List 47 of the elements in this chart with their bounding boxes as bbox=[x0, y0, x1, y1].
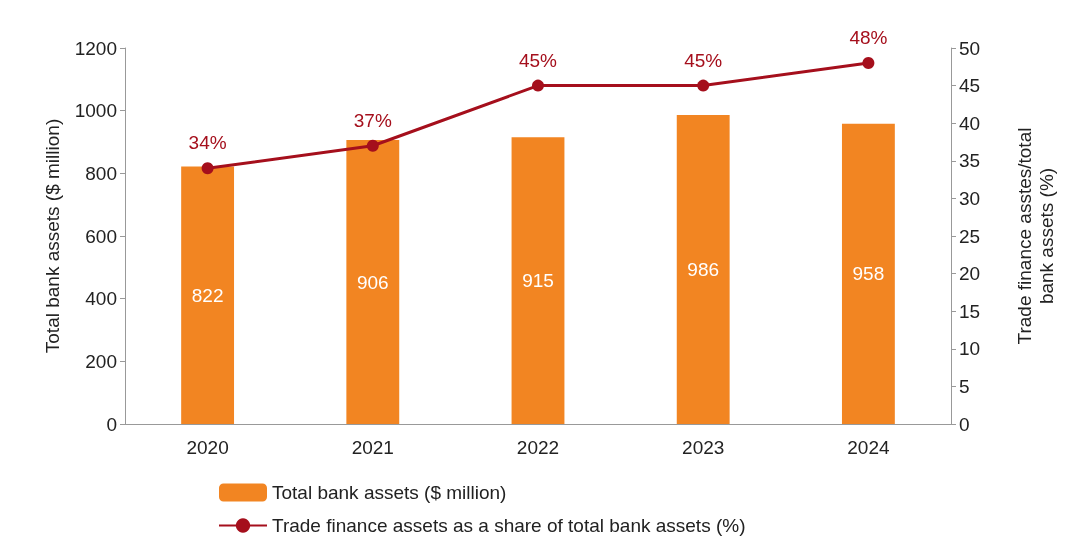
data-label: 958 bbox=[852, 263, 885, 285]
data-label: 37% bbox=[353, 109, 392, 131]
bar bbox=[346, 140, 400, 424]
legend-label: Trade finance assets as a share of total bank assets (%) bbox=[272, 515, 746, 536]
bar bbox=[841, 123, 895, 424]
y-tick-label: 800 bbox=[85, 162, 117, 184]
y2-tick-label: 35 bbox=[959, 150, 981, 172]
bar bbox=[181, 166, 235, 424]
point bbox=[532, 79, 544, 92]
y2-tick-label: 45 bbox=[959, 75, 981, 97]
x-tick-label: 2020 bbox=[186, 437, 229, 458]
y-tick-label: 1000 bbox=[74, 100, 117, 122]
y-tick-label: 200 bbox=[85, 350, 117, 372]
bar bbox=[511, 137, 565, 424]
data-label: 48% bbox=[849, 27, 888, 49]
x-tick-label: 2021 bbox=[351, 437, 394, 458]
y-tick-label: 600 bbox=[85, 225, 117, 247]
data-label: 906 bbox=[356, 271, 389, 293]
data-label: 986 bbox=[687, 259, 720, 281]
y2-tick-label: 40 bbox=[959, 112, 981, 134]
bar bbox=[676, 115, 730, 424]
y2-tick-label: 15 bbox=[959, 300, 981, 322]
point bbox=[862, 57, 875, 70]
y2-tick-label: 50 bbox=[959, 37, 981, 59]
x-tick-label: 2022 bbox=[516, 437, 560, 458]
y-axis-title: Total bank assets ($ million) bbox=[41, 118, 63, 354]
data-label: 822 bbox=[191, 284, 224, 306]
legend-label: Total bank assets ($ million) bbox=[272, 482, 507, 503]
y2-tick-label: 5 bbox=[959, 375, 970, 397]
y2-tick-label: 0 bbox=[959, 413, 970, 435]
y-tick-label: 400 bbox=[85, 288, 117, 310]
x-tick-label: 2024 bbox=[847, 437, 890, 458]
data-label: 45% bbox=[684, 49, 723, 71]
y2-tick-label: 20 bbox=[959, 263, 981, 285]
point bbox=[201, 162, 214, 175]
data-label: 45% bbox=[518, 49, 558, 71]
y-tick-label: 1200 bbox=[74, 37, 117, 59]
y-tick-label: 0 bbox=[106, 413, 117, 435]
y2-tick-label: 10 bbox=[959, 338, 981, 360]
data-label: 34% bbox=[188, 132, 227, 154]
point bbox=[697, 79, 710, 92]
x-tick-label: 2023 bbox=[682, 437, 725, 458]
point bbox=[366, 139, 379, 152]
data-label: 915 bbox=[522, 270, 554, 292]
y2-tick-label: 30 bbox=[959, 187, 981, 209]
y2-tick-label: 25 bbox=[959, 225, 981, 247]
y2-axis-title: Trade finance asstes/total bank assets (%) bbox=[1013, 127, 1057, 345]
